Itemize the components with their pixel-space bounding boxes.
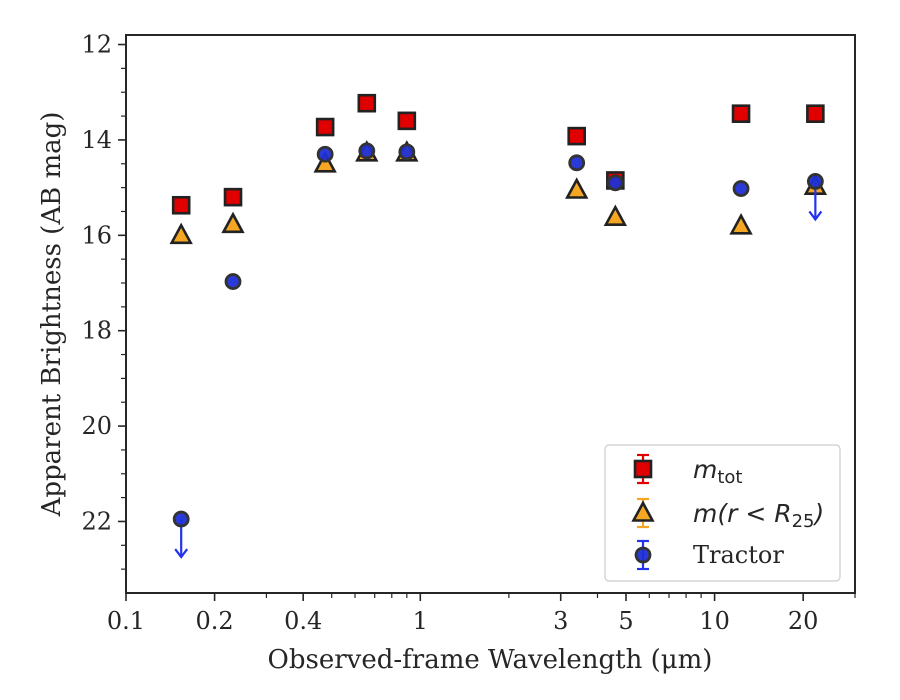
axes: 0.1 0.2 0.4 1 3 5 10 20 12 14 16 18 20 22 <box>81 31 856 635</box>
upper-limit-arrow-head <box>808 210 823 222</box>
x-tick-label: 1 <box>413 607 428 635</box>
point-tractor <box>358 142 376 160</box>
legend-mr25-sub: 25 <box>792 511 815 532</box>
point-tractor <box>224 273 242 290</box>
y-axis-label: Apparent Brightness (AB mag) <box>37 112 67 518</box>
legend-mtot: mtot <box>693 455 743 488</box>
point-tractor <box>172 510 190 528</box>
plot-frame <box>125 34 856 594</box>
point-mr25 <box>565 177 589 199</box>
point-mr25 <box>169 222 193 245</box>
legend-tractor: Tractor <box>693 541 784 569</box>
legend-symbol-mtot <box>633 459 653 479</box>
legend-symbol-mr25 <box>631 500 655 522</box>
point-tractor <box>732 180 750 197</box>
x-tick-label: 0.4 <box>284 607 322 635</box>
legend-mtot-main: m <box>693 455 717 484</box>
legend-mr25-main: m(r < R <box>693 499 792 528</box>
x-tick-label: 10 <box>699 607 730 635</box>
legend-mr25-close: ) <box>813 499 825 528</box>
legend: mtot m(r < R25) Tractor <box>604 444 841 582</box>
point-tractor <box>398 143 416 161</box>
point-mtot <box>223 187 243 207</box>
point-tractor <box>606 174 624 192</box>
point-mr25 <box>729 213 753 235</box>
legend-symbols <box>631 453 655 571</box>
point-mtot <box>357 93 377 113</box>
point-mtot <box>315 117 335 137</box>
x-tick-label: 3 <box>553 607 568 635</box>
point-mr25 <box>221 211 245 234</box>
legend-frame <box>604 444 841 582</box>
x-tick-label: 0.1 <box>107 607 145 635</box>
y-tick-label: 14 <box>81 126 112 154</box>
y-tick-label: 20 <box>81 412 112 440</box>
point-mtot <box>567 126 587 146</box>
y-tick-label: 12 <box>81 31 112 59</box>
y-tick-label: 22 <box>81 507 112 535</box>
point-tractor <box>316 145 334 163</box>
point-mr25 <box>603 204 628 226</box>
y-tick-label: 18 <box>81 317 112 345</box>
y-tick-label: 16 <box>81 221 112 249</box>
point-mtot <box>806 104 825 123</box>
point-mtot <box>397 111 417 131</box>
x-tick-label: 5 <box>618 607 633 635</box>
point-tractor <box>806 173 824 190</box>
legend-mr25: m(r < R25) <box>693 499 824 532</box>
x-tick-label: 0.2 <box>196 607 234 635</box>
x-tick-label: 20 <box>788 607 819 635</box>
point-mtot <box>171 195 191 215</box>
upper-limit-arrow-head <box>174 548 189 559</box>
legend-symbol-tractor <box>634 546 652 564</box>
point-mtot <box>731 104 751 123</box>
data-marks <box>169 93 828 559</box>
legend-mtot-sub: tot <box>717 467 742 488</box>
point-tractor <box>568 154 586 172</box>
x-axis-label: Observed-frame Wavelength (μm) <box>268 645 713 675</box>
